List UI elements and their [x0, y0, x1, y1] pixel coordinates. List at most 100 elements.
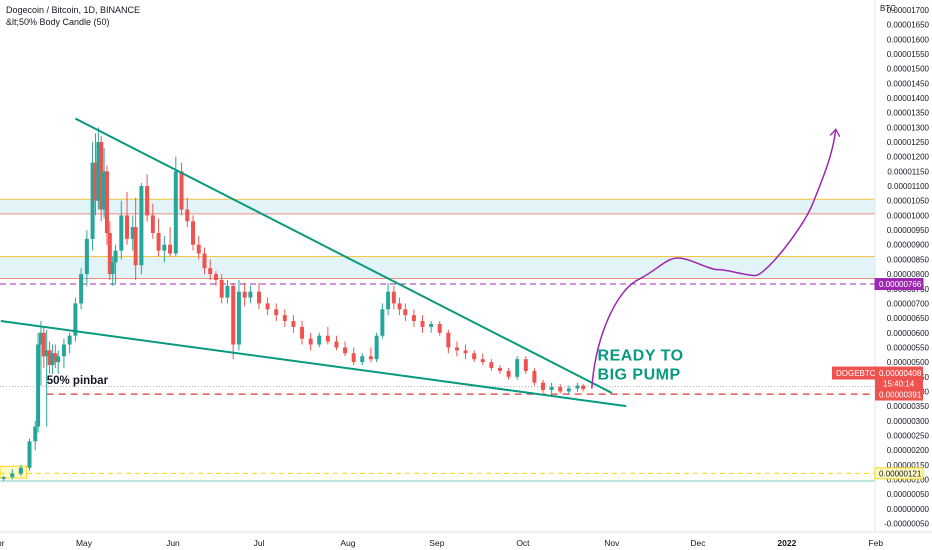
- y-tick-label: 0.00000900: [887, 241, 930, 250]
- candle-body: [411, 315, 416, 322]
- candle-body: [84, 238, 89, 275]
- indicator-label: &lt;50% Body Candle (50): [6, 17, 110, 27]
- y-tick-label: 0.00000500: [887, 358, 930, 367]
- candle-body: [429, 323, 434, 327]
- candle-body: [208, 268, 213, 275]
- candle-body: [185, 209, 190, 222]
- candle-body: [41, 332, 46, 357]
- candle-body: [104, 171, 109, 234]
- candle-body: [300, 326, 305, 339]
- candle-body: [162, 244, 167, 251]
- zone-fill-1: [0, 199, 875, 214]
- candle-body: [420, 321, 425, 327]
- candle-body: [497, 367, 502, 371]
- candle-body: [282, 315, 287, 322]
- y-tick-label: 0.00001050: [887, 197, 930, 206]
- candle-body: [33, 426, 38, 442]
- yellow-level-badge: 0.00000121: [879, 469, 922, 478]
- candle-body: [343, 347, 348, 354]
- candle-body: [53, 353, 58, 363]
- candle-body: [515, 359, 520, 377]
- y-tick-label: 0.00000700: [887, 299, 930, 308]
- x-tick-label: Oct: [516, 538, 530, 548]
- chart-title: Dogecoin / Bitcoin, 1D, BINANCE: [6, 5, 141, 15]
- candle-body: [380, 309, 385, 336]
- candle-body: [50, 353, 55, 366]
- candle-body: [93, 162, 98, 201]
- candle-body: [47, 350, 52, 366]
- x-tick-label: Dec: [690, 538, 706, 548]
- annotations-layer: 50% pinbar READY TO BIG PUMP: [47, 348, 683, 387]
- candle-body: [96, 142, 101, 201]
- candle-body: [403, 309, 408, 316]
- x-tick-label: 2022: [777, 538, 796, 548]
- candle-body: [489, 362, 494, 368]
- y-tick-label: 0.00001250: [887, 138, 930, 147]
- candles-layer: [1, 127, 586, 481]
- x-tick-label: Nov: [604, 538, 620, 548]
- candle-body: [213, 274, 218, 280]
- candle-body: [99, 142, 104, 210]
- y-tick-label: 0.00001400: [887, 94, 930, 103]
- y-tick-label: -0.00000050: [884, 520, 929, 529]
- candle-body: [446, 332, 451, 348]
- support-badge: 0.00000391: [879, 391, 922, 400]
- candle-body: [119, 215, 124, 251]
- y-tick-label: 0.00001150: [887, 167, 929, 176]
- candle-body: [61, 344, 66, 357]
- candle-body: [156, 233, 161, 251]
- candle-body: [368, 356, 373, 360]
- y-tick-label: 0.00000050: [887, 490, 930, 499]
- candle-body: [1, 477, 6, 479]
- y-tick-label: 0.00001350: [887, 109, 930, 118]
- candle-body: [168, 244, 173, 254]
- candle-body: [173, 171, 178, 254]
- candle-body: [90, 162, 95, 239]
- y-tick-label: 0.00001650: [887, 21, 930, 30]
- candle-body: [248, 291, 253, 298]
- purple-level-badge-bg: [874, 278, 924, 291]
- candle-body: [454, 347, 459, 351]
- last-price-badge: 0.00000408: [879, 369, 922, 378]
- candle-body: [231, 285, 236, 345]
- y-tick-label: 0.00000350: [887, 402, 930, 411]
- x-tick-label: Apr: [0, 538, 5, 548]
- candle-body: [242, 291, 247, 298]
- y-tick-label: 0.00000550: [887, 343, 930, 352]
- x-tick-label: Feb: [868, 538, 883, 548]
- candle-body: [110, 262, 115, 275]
- trendlines-layer: [0, 117, 836, 408]
- candle-body: [56, 356, 61, 363]
- candle-body: [150, 215, 155, 234]
- y-tick-label: 0.00000100: [887, 475, 930, 484]
- candle-body: [472, 353, 477, 360]
- candle-body: [125, 215, 130, 239]
- price-badges: 0.00000766 0.00000121 DOGEBTC 0.00000408 15:…: [832, 278, 924, 480]
- big-pump-annotation: BIG PUMP: [598, 367, 681, 384]
- candle-body: [532, 370, 537, 383]
- x-tick-label: Aug: [340, 538, 355, 548]
- y-tick-label: 0.00001000: [887, 211, 930, 220]
- candle-body: [202, 253, 207, 269]
- y-tick-label: 0.00000150: [887, 461, 930, 470]
- candle-body: [360, 356, 365, 363]
- x-tick-label: Jun: [166, 538, 180, 548]
- candle-body: [308, 338, 313, 345]
- y-tick-label: 0.00000000: [887, 505, 930, 514]
- y-tick-label: 0.00000950: [887, 226, 930, 235]
- candle-body: [107, 233, 112, 275]
- candle-body: [102, 171, 107, 210]
- y-tick-label: 0.00001600: [887, 35, 930, 44]
- y-tick-label: 0.00001500: [887, 65, 930, 74]
- y-tick-label: 0.00000650: [887, 314, 930, 323]
- candle-body: [73, 303, 78, 336]
- x-tick-label: Jul: [254, 538, 265, 548]
- y-tick-label: 0.00000200: [887, 446, 930, 455]
- candle-body: [437, 323, 442, 333]
- candle-body: [566, 388, 571, 392]
- y-tick-label: 0.00000850: [887, 255, 930, 264]
- candle-body: [225, 285, 230, 298]
- y-tick-label: 0.00001300: [887, 123, 930, 132]
- candle-body: [374, 335, 379, 360]
